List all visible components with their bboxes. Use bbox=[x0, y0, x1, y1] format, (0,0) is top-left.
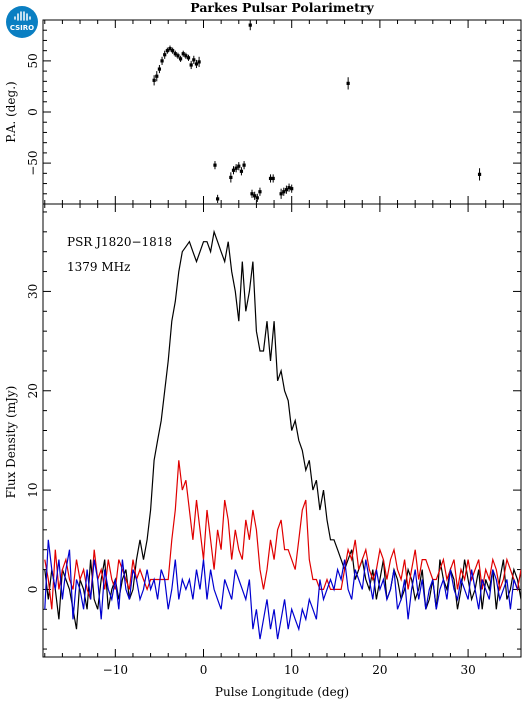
flux-ytick-label: 20 bbox=[26, 383, 40, 398]
pa-point bbox=[477, 168, 482, 181]
pa-point bbox=[255, 193, 259, 202]
pa-point bbox=[253, 191, 257, 200]
pa-point bbox=[284, 185, 289, 194]
pa-point bbox=[194, 59, 199, 69]
pa-point bbox=[287, 183, 291, 192]
pa-point bbox=[155, 71, 159, 82]
pa-point bbox=[268, 174, 273, 183]
pa-point bbox=[165, 47, 169, 54]
pa-point bbox=[163, 50, 167, 59]
pa-point bbox=[168, 45, 172, 52]
pa-point bbox=[231, 166, 236, 175]
x-tick-label: 20 bbox=[372, 663, 387, 677]
pa-point bbox=[282, 187, 286, 196]
pa-point bbox=[239, 167, 244, 176]
pa-point bbox=[271, 174, 275, 183]
pa-point bbox=[192, 55, 196, 64]
pa-point bbox=[173, 50, 177, 57]
profile-panel: −10 0 10 20 30 0 10 20 30 bbox=[26, 203, 522, 677]
pa-ytick-label: 50 bbox=[26, 53, 40, 68]
pa-point bbox=[258, 187, 262, 196]
pa-point bbox=[248, 20, 252, 31]
pa-panel: −50 0 50 bbox=[26, 19, 522, 205]
logo-text: CSIRO bbox=[10, 24, 34, 32]
pa-point bbox=[229, 172, 233, 183]
pa-point bbox=[181, 50, 185, 57]
x-tick-label: −10 bbox=[103, 663, 128, 677]
psr-name-label: PSR J1820−1818 bbox=[67, 235, 172, 249]
pa-point bbox=[160, 56, 164, 65]
csiro-logo: CSIRO bbox=[6, 6, 38, 38]
pa-point bbox=[213, 161, 217, 170]
pa-point bbox=[197, 56, 201, 68]
x-axis-label: Pulse Longitude (deg) bbox=[215, 685, 349, 699]
chart-title: Parkes Pulsar Polarimetry bbox=[190, 0, 374, 15]
pa-point bbox=[176, 52, 180, 59]
total-intensity-line bbox=[44, 229, 521, 630]
pa-point bbox=[186, 54, 191, 61]
pa-ytick-label: −50 bbox=[26, 150, 40, 175]
flux-ytick-label: 30 bbox=[26, 284, 40, 299]
frequency-label: 1379 MHz bbox=[67, 260, 130, 274]
circular-polarization-line bbox=[44, 539, 519, 640]
pa-point bbox=[178, 55, 183, 62]
flux-ylabel: Flux Density (mJy) bbox=[4, 386, 18, 499]
x-tick-label: 0 bbox=[200, 663, 208, 677]
pa-point bbox=[189, 60, 193, 70]
pa-point bbox=[346, 77, 350, 90]
flux-ytick-label: 0 bbox=[26, 586, 40, 594]
pa-point bbox=[290, 184, 294, 193]
pa-point bbox=[242, 161, 246, 170]
pa-point bbox=[237, 162, 241, 171]
flux-ytick-label: 10 bbox=[26, 482, 40, 497]
pa-ytick-label: 0 bbox=[26, 108, 40, 116]
x-tick-label: 10 bbox=[284, 663, 299, 677]
pa-point bbox=[184, 52, 188, 59]
pa-point bbox=[234, 164, 238, 173]
pa-point bbox=[250, 189, 254, 198]
pa-frame bbox=[42, 19, 522, 205]
pa-point bbox=[157, 64, 162, 74]
pa-point bbox=[279, 188, 283, 199]
pa-point bbox=[216, 194, 220, 203]
pa-point bbox=[152, 75, 156, 86]
x-tick-label: 30 bbox=[460, 663, 475, 677]
pa-ylabel: P.A. (deg.) bbox=[4, 81, 18, 142]
pa-point bbox=[171, 47, 175, 54]
